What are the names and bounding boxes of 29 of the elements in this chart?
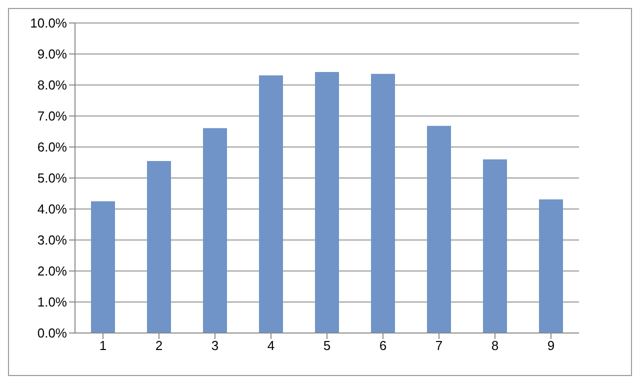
y-tick-label: 6.0% [37,140,68,155]
x-tick-label: 8 [491,338,499,354]
y-tick-label: 3.0% [37,232,68,248]
bar [91,201,115,333]
y-tick-label: 2.0% [37,264,68,279]
y-tick-label: 4.0% [37,202,68,217]
bar [427,126,451,333]
y-tick-label: 5.0% [37,170,68,186]
x-tick-label: 9 [547,338,555,354]
bar [203,128,227,333]
y-tick-label: 7.0% [37,108,68,124]
bar [483,159,507,333]
bar [371,74,395,333]
x-tick-label: 2 [155,338,163,354]
x-tick-label: 4 [267,338,275,354]
y-tick-label: 1.0% [37,294,68,310]
y-tick-label: 0.0% [37,326,68,341]
bar [539,199,563,333]
bar [315,72,339,333]
y-tick-label: 8.0% [37,78,68,93]
x-tick-label: 1 [99,338,107,354]
y-tick-label: 9.0% [37,46,68,62]
x-tick-label: 6 [379,338,387,354]
x-tick-label: 5 [323,338,331,354]
y-tick-label: 10.0% [30,16,68,31]
x-tick-label: 7 [435,338,443,354]
bar [259,75,283,333]
bar [147,160,171,333]
x-tick-label: 3 [211,338,219,354]
